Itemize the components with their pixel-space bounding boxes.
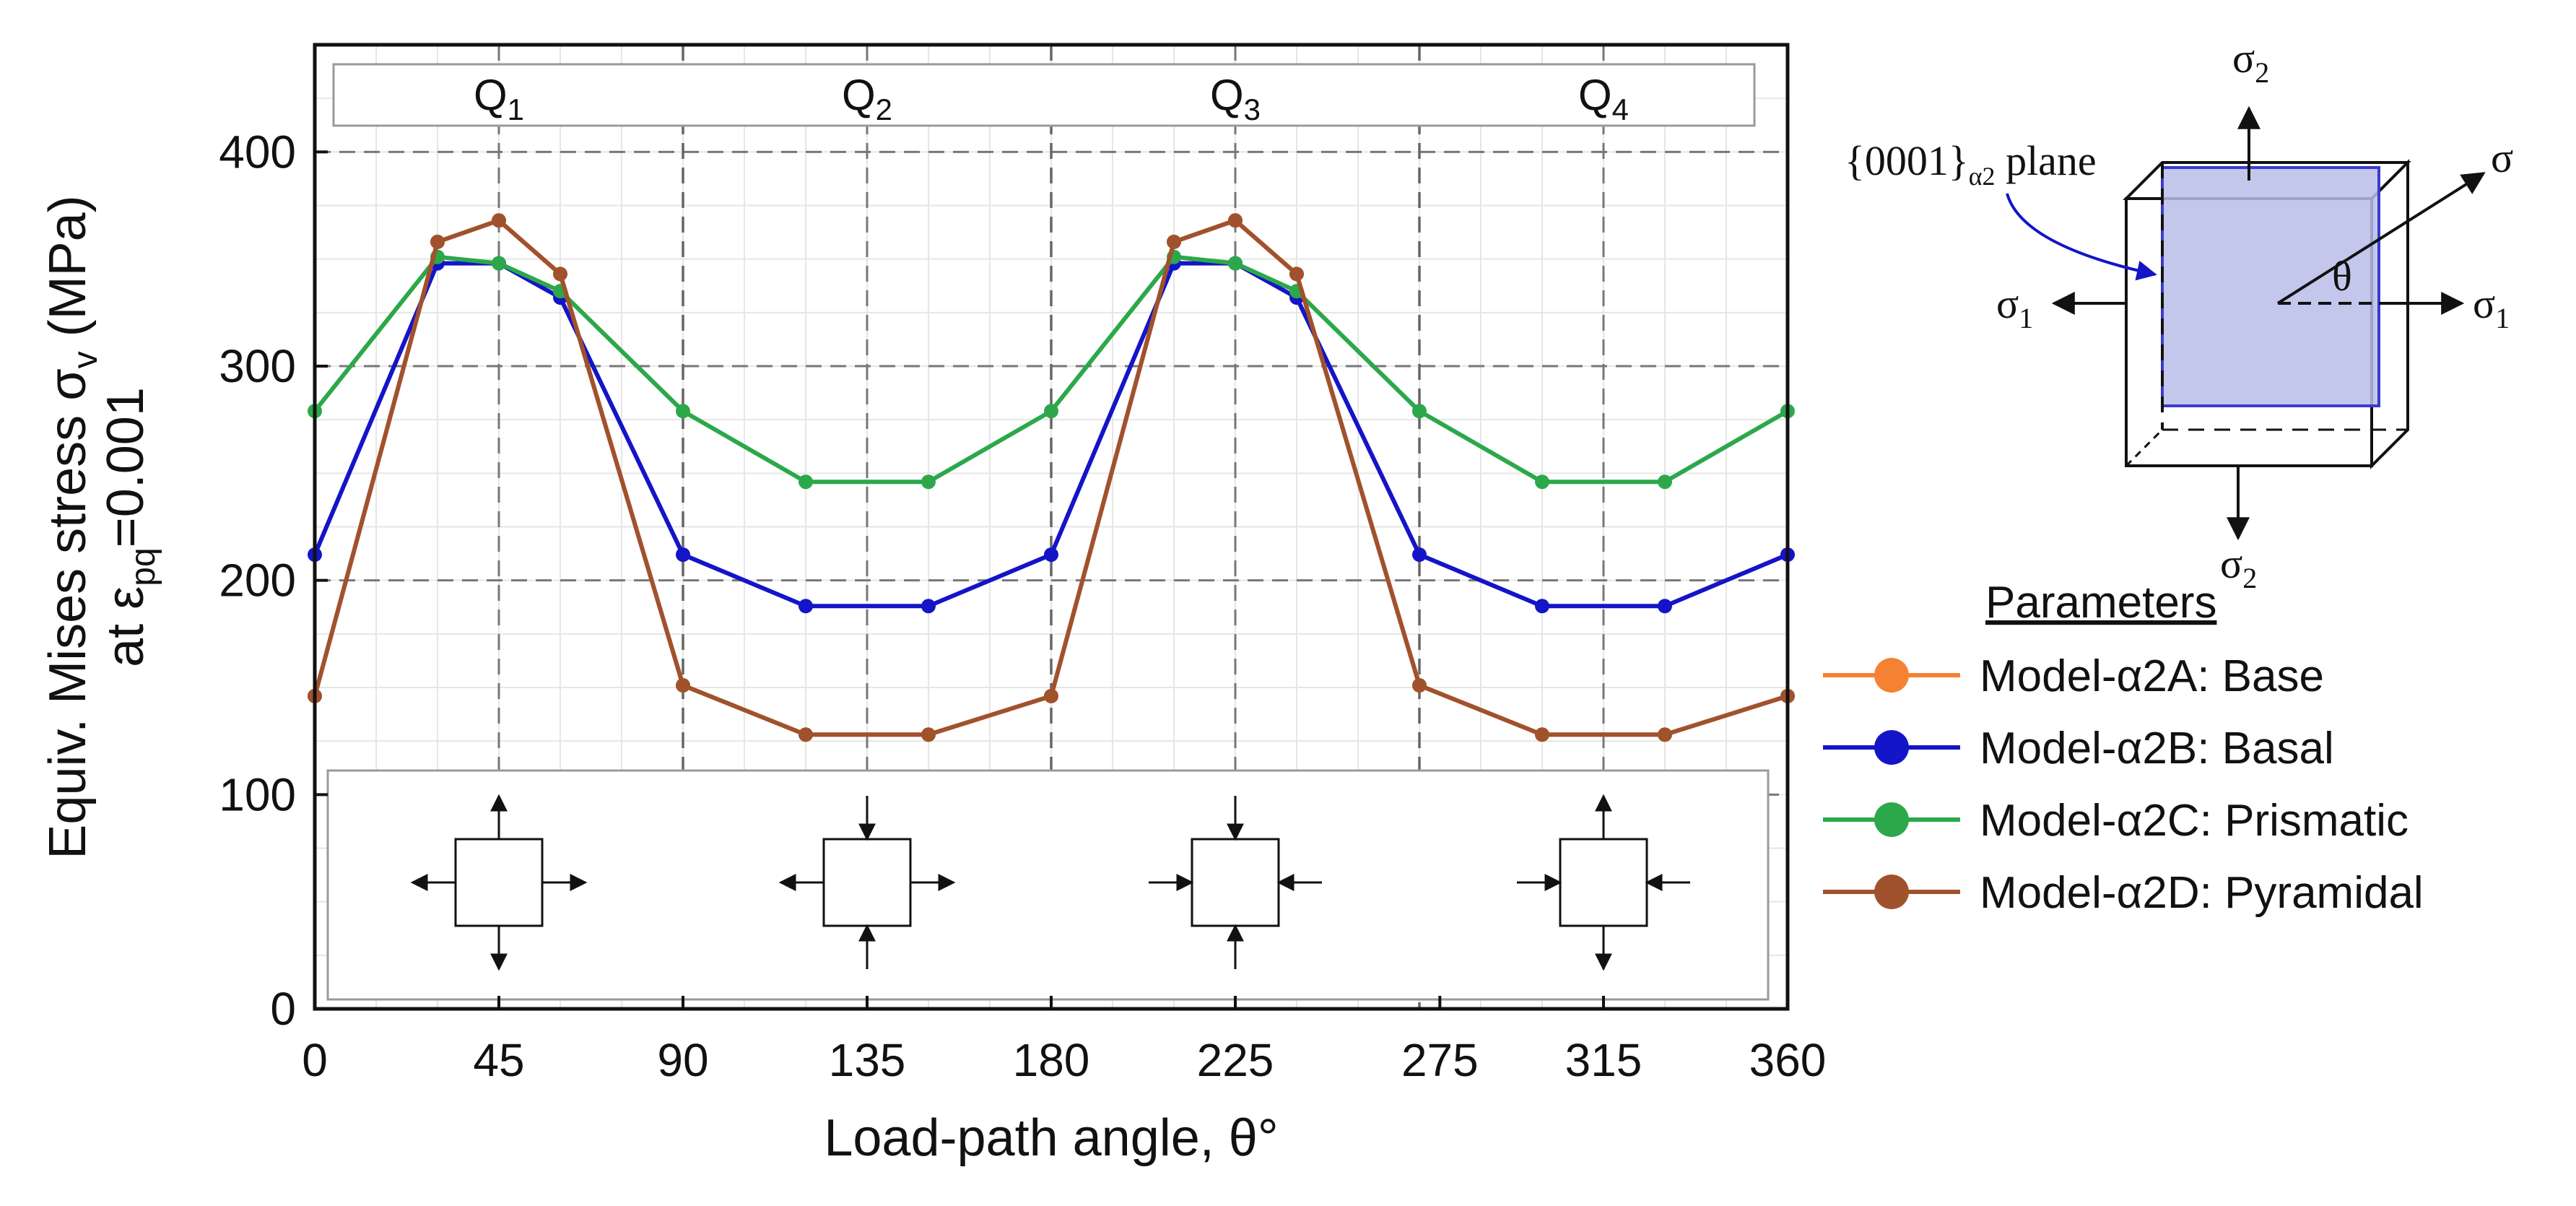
hidden-edge-diagonal <box>2125 428 2164 467</box>
data-point <box>1044 547 1058 563</box>
x-axis-title: Load-path angle, θ° <box>824 1109 1278 1167</box>
legend-swatch-marker <box>1874 730 1909 765</box>
data-point <box>1044 688 1058 703</box>
x-tick-label: 90 <box>657 1034 708 1086</box>
data-point <box>799 474 813 490</box>
data-point <box>676 404 690 419</box>
data-point <box>1658 599 1672 614</box>
data-point <box>1658 727 1672 742</box>
plane-pointer-arrow <box>2006 193 2157 281</box>
stress-schematic: σ θ σ1 σ1 σ2 σ2 {0001}α2 plane <box>1845 35 2513 594</box>
plane-label: {0001}α2 plane <box>1845 137 2097 191</box>
legend-label: Model-α2D: Pyramidal <box>1980 868 2424 918</box>
data-point <box>1044 404 1058 419</box>
x-tick-label: 275 <box>1401 1034 1479 1086</box>
y-axis-title-line1: Equiv. Mises stress σv (MPa) <box>39 195 105 859</box>
x-tick-label: 180 <box>1013 1034 1090 1086</box>
quadrant-label: Q2 <box>842 71 892 126</box>
sigma1-right-label: σ1 <box>2473 280 2510 334</box>
y-axis-title-2: at εpq=0.001 <box>97 387 162 667</box>
y-tick-label: 200 <box>219 555 296 607</box>
data-point <box>492 213 506 228</box>
data-point <box>799 727 813 742</box>
legend-swatch-marker <box>1874 658 1909 693</box>
data-point <box>921 727 936 742</box>
quadrant-label: Q4 <box>1578 71 1629 126</box>
load-state-glyphs <box>410 794 1690 971</box>
data-point <box>553 266 567 282</box>
data-point <box>676 547 690 563</box>
quadrant-labels: Q1 Q2 Q3 Q4 <box>474 71 1629 126</box>
basal-plane <box>2161 166 2380 407</box>
data-point <box>921 474 936 490</box>
data-point <box>1535 599 1549 614</box>
legend: Parameters Model-α2A: Base Model-α2B: Bas… <box>1823 578 2424 918</box>
y-tick-label: 400 <box>219 126 296 178</box>
sigma2-bottom-label: σ2 <box>2220 540 2257 594</box>
data-point <box>430 234 445 249</box>
legend-swatch-marker <box>1874 875 1909 909</box>
sigma1-left-label: σ1 <box>1996 280 2033 334</box>
legend-title: Parameters <box>1985 578 2216 628</box>
data-point <box>921 599 936 614</box>
y-tick-label: 100 <box>219 768 296 820</box>
x-tick-label: 360 <box>1749 1034 1827 1086</box>
sigma-arrow <box>2276 172 2486 305</box>
tick-labels: 0 45 90 135 180 225 275 315 360 0 100 200 300 400 <box>219 126 1826 1086</box>
sigma2-top-label: σ2 <box>2232 35 2269 89</box>
theta-label: θ <box>2332 253 2352 300</box>
data-point <box>1535 727 1549 742</box>
x-tick-label: 225 <box>1197 1034 1274 1086</box>
x-tick-label: 0 <box>302 1034 328 1086</box>
series-group <box>308 213 1795 742</box>
quadrant-header-box <box>332 63 1756 127</box>
legend-label: Model-α2B: Basal <box>1980 724 2334 773</box>
quadrant-label: Q1 <box>474 71 524 126</box>
y-tick-label: 0 <box>270 983 296 1035</box>
data-point <box>1412 404 1427 419</box>
data-point <box>1167 234 1181 249</box>
legend-label: Model-α2A: Base <box>1980 651 2324 701</box>
load-state-square <box>1191 838 1280 927</box>
load-state-square <box>454 838 544 927</box>
load-state-square <box>1559 838 1648 927</box>
data-point <box>1412 547 1427 563</box>
data-point <box>676 678 690 693</box>
x-tick-label: 315 <box>1565 1034 1642 1086</box>
y-axis-title-line2: at εpq=0.001 <box>97 387 162 667</box>
legend-label: Model-α2C: Prismatic <box>1980 796 2409 846</box>
sigma-label: σ <box>2491 134 2513 181</box>
x-tick-label: 135 <box>829 1034 906 1086</box>
y-tick-label: 300 <box>219 340 296 392</box>
data-point <box>1289 266 1304 282</box>
data-point <box>492 256 506 271</box>
data-point <box>799 599 813 614</box>
data-point <box>1412 678 1427 693</box>
legend-swatch-marker <box>1874 802 1909 837</box>
data-point <box>1658 474 1672 490</box>
quadrant-dividers <box>682 45 1421 1009</box>
data-point <box>1228 256 1243 271</box>
data-point <box>1535 474 1549 490</box>
load-state-square <box>822 838 912 927</box>
y-axis-title: Equiv. Mises stress σv (MPa) <box>39 195 105 859</box>
x-tick-label: 45 <box>473 1034 524 1086</box>
data-point <box>1228 213 1243 228</box>
quadrant-label: Q3 <box>1210 71 1261 126</box>
load-state-inset <box>326 769 1770 1001</box>
